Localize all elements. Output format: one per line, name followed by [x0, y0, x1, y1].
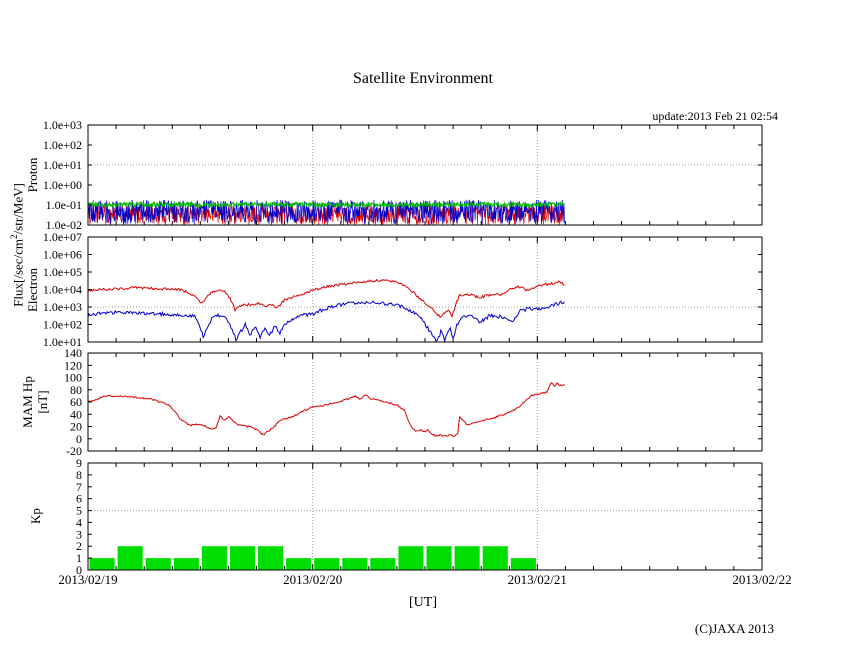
kp-y-tick-label: 2 [76, 539, 82, 553]
kp-y-tick-label: 4 [76, 515, 82, 529]
x-tick-label: 2013/02/19 [58, 572, 117, 587]
proton-y-tick-label: 1.0e+00 [43, 178, 82, 192]
kp-bar [173, 558, 199, 570]
kp-y-tick-label: 5 [76, 504, 82, 518]
kp-y-tick-label: 0 [76, 563, 82, 577]
copyright-text: (C)JAXA 2013 [694, 621, 774, 636]
kp-bar [145, 558, 171, 570]
mam-hp-series [87, 381, 565, 438]
kp-bar [286, 558, 312, 570]
kp-bar [370, 558, 396, 570]
mam-y-tick-label: 120 [64, 358, 82, 372]
proton-channel-red-series [87, 204, 565, 226]
electron-high-energy-series [87, 278, 565, 318]
electron-y-tick-label: 1.0e+01 [43, 335, 82, 349]
proton-y-tick-label: 1.0e+03 [43, 118, 82, 132]
proton-channel-green-series [87, 200, 565, 210]
proton-y-tick-label: 1.0e+02 [43, 138, 82, 152]
proton-y-tick-label: 1.0e-02 [46, 218, 82, 232]
kp-y-tick-label: 7 [76, 480, 82, 494]
mam-y-tick-label: 0 [76, 432, 82, 446]
kp-bar [342, 558, 368, 570]
proton-y-tick-label: 1.0e+01 [43, 158, 82, 172]
mam-y-tick-label: 100 [64, 371, 82, 385]
kp-bar [454, 546, 480, 570]
kp-bar [398, 546, 424, 570]
kp-panel-border [87, 462, 763, 571]
electron-y-tick-label: 1.0e+03 [43, 300, 82, 314]
kp-bar [117, 546, 143, 570]
x-tick-label: 2013/02/22 [732, 572, 791, 587]
page-title: Satellite Environment [353, 70, 493, 87]
kp-bar [201, 546, 227, 570]
kp-bar [89, 558, 115, 570]
mam-y-tick-label: 80 [70, 383, 82, 397]
kp-bar [314, 558, 340, 570]
x-tick-label: 2013/02/20 [283, 572, 342, 587]
electron-low-energy-series [87, 300, 565, 343]
mam-panel-border [87, 352, 763, 452]
kp-y-tick-label: 8 [76, 468, 82, 482]
kp-bar [426, 546, 452, 570]
mam-y-tick-label: 20 [70, 420, 82, 434]
kp-bar [229, 546, 255, 570]
x-tick-label: 2013/02/21 [508, 572, 567, 587]
electron-y-tick-label: 1.0e+07 [43, 230, 82, 244]
kp-bar [510, 558, 536, 570]
ut-axis-label: [UT] [409, 595, 437, 610]
mam-y-tick-label: 60 [70, 395, 82, 409]
update-timestamp: update:2013 Feb 21 02:54 [652, 109, 778, 123]
kp-bar [258, 546, 284, 570]
kp-bar [482, 546, 508, 570]
mam-y-tick-label: 140 [64, 346, 82, 360]
kp-y-tick-label: 3 [76, 527, 82, 541]
mam-y-tick-label: 40 [70, 407, 82, 421]
electron-y-tick-label: 1.0e+05 [43, 265, 82, 279]
electron-y-tick-label: 1.0e+06 [43, 248, 82, 262]
kp-y-tick-label: 9 [76, 456, 82, 470]
mam-y-tick-label: -20 [66, 444, 82, 458]
proton-y-tick-label: 1.0e-01 [46, 198, 82, 212]
kp-y-tick-label: 1 [76, 551, 82, 565]
electron-panel-border [87, 236, 763, 343]
proton-channel-blue-series [87, 199, 565, 225]
electron-y-tick-label: 1.0e+02 [43, 318, 82, 332]
kp-y-tick-label: 6 [76, 492, 82, 506]
electron-y-tick-label: 1.0e+04 [43, 283, 82, 297]
